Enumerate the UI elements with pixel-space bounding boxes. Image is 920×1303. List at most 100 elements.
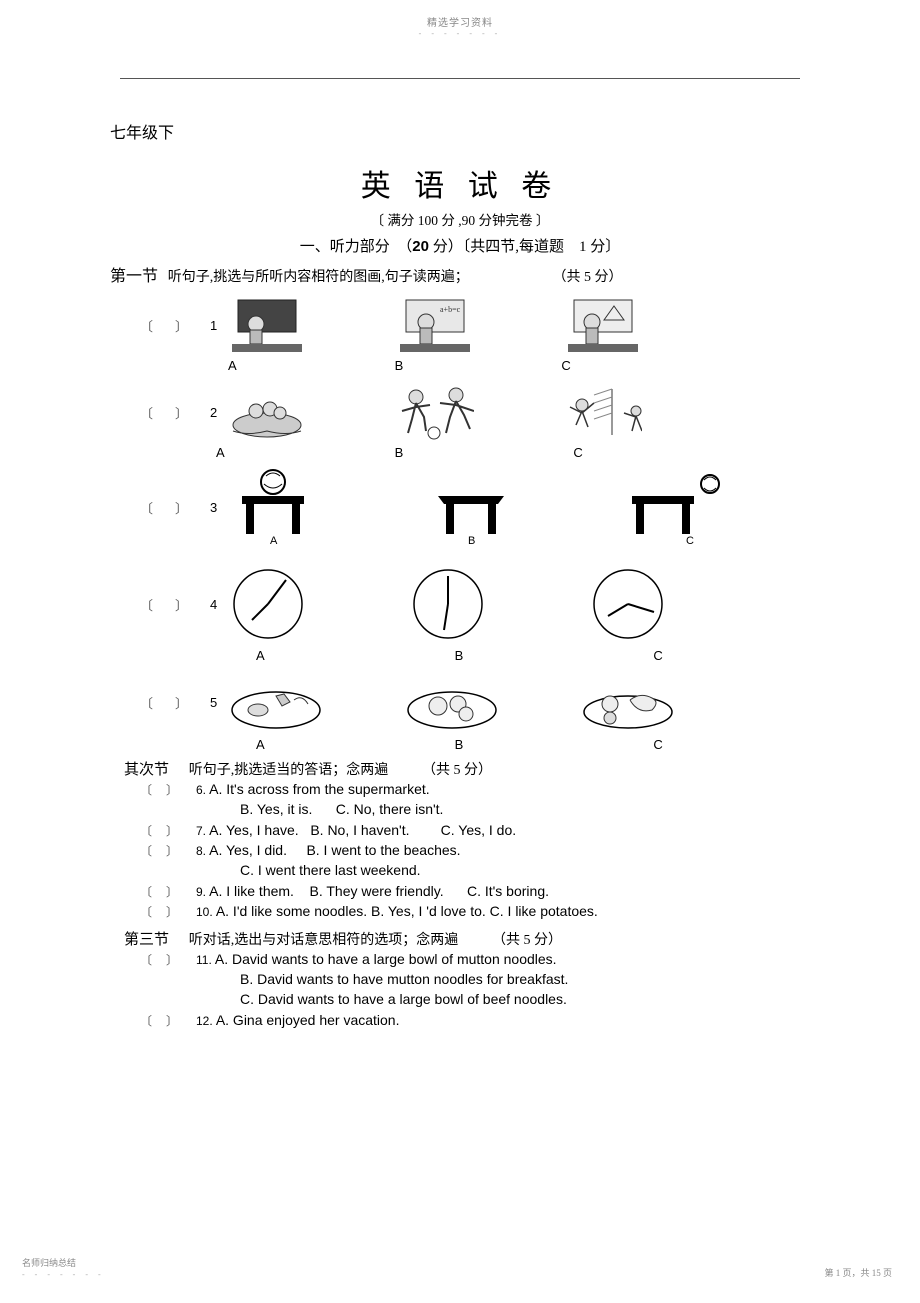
opt-label: A [228,358,237,373]
section3-points: （共 5 分） [492,933,562,948]
opt-label: B [455,737,464,752]
q-num: 12. [196,1014,213,1028]
opt-label: A [216,445,225,460]
bracket: 〔〕 [140,498,210,517]
opt-label: B [395,358,404,373]
main-title: 英 语 试 卷 [110,161,810,205]
teacher-icon [564,294,642,356]
pic-cell: A [228,468,318,546]
listening-header: 一、听力部分 （20 分）〔共四节,每道题 1 分〕 [110,235,810,256]
table-ball-icon: A [228,468,318,546]
q-number: 1 [210,318,228,333]
opt-a: A. I like them. [209,883,294,899]
teacher-icon: a+b=c [396,294,474,356]
listening-score: 20 [412,238,429,255]
opt-label: C [653,648,662,663]
pic-cell: C [624,468,724,546]
opt-label: C [573,445,582,460]
section2-label: 其次节 [124,762,169,778]
clock-icon [228,564,308,644]
opt-a: A. David wants to have a large bowl of m… [215,951,557,967]
q-num: 7. [196,824,206,838]
clock-icon [588,564,668,644]
picture-row-5: 〔〕 5 [140,671,810,733]
section1-desc: 听句子,挑选与所听内容相符的图画,句子读两遍； [168,270,469,285]
section2-header: 其次节 听句子,挑选适当的答语；念两遍 （共 5 分） [124,758,810,779]
opt-a: A. Gina enjoyed her vacation. [216,1012,400,1028]
clock-icon [408,564,488,644]
tennis-icon [564,381,642,443]
section1-points: （共 5 分） [553,270,623,285]
svg-text:B: B [468,535,475,546]
svg-text:A: A [270,535,278,546]
footer-right: 第 1 页，共 15 页 [824,1266,892,1279]
q-number: 3 [210,500,228,515]
section2-points: （共 5 分） [422,763,492,778]
labels-row: A B C [228,358,810,373]
grade-line: 七年级下 [110,119,810,143]
opt-b: B. David wants to have mutton noodles fo… [240,971,568,987]
food-plate-icon [404,674,500,730]
boat-icon [228,381,306,443]
q-number: 4 [210,597,228,612]
pic-cell [588,564,668,644]
section2-desc: 听句子,挑选适当的答语；念两遍 [189,763,389,778]
pic-cell [564,294,642,356]
section3-header: 第三节 听对话,选出与对话意思相符的选项；念两遍 （共 5 分） [124,928,810,949]
pic-cell [396,381,474,443]
opt-a: A. It's across from the supermarket. [209,781,430,797]
bracket: 〔〕 [140,316,210,335]
q6: 〔 〕6. A. It's across from the supermarke… [140,779,810,820]
q-num: 11. [196,953,212,967]
header-dots: - - - - - - - [0,29,920,38]
q10: 〔 〕10. A. I'd like some noodles. B. Yes,… [140,901,810,921]
q-num: 9. [196,885,206,899]
opt-b: B. They were friendly. [310,883,444,899]
top-rule [120,78,800,79]
q-num: 8. [196,844,206,858]
q11: 〔 〕11. A. David wants to have a large bo… [140,949,810,1010]
bracket: 〔〕 [140,403,210,422]
picture-row-1: 〔〕 1 [140,294,810,356]
section1-header: 第一节 听句子,挑选与所听内容相符的图画,句子读两遍； （共 5 分） [110,262,810,286]
pic-cell [408,564,488,644]
pic-cell: B [426,468,516,546]
section1-label: 第一节 [110,268,158,285]
teacher-icon [228,294,306,356]
labels-row: A B C [216,445,810,460]
pic-cell [228,381,306,443]
bracket: 〔〕 [140,595,210,614]
subtitle: 〔 满分 100 分 ,90 分钟完卷 〕 [110,209,810,229]
food-plate-icon [228,674,324,730]
opt-b: B. I went to the beaches. [306,842,460,858]
soccer-icon [396,381,474,443]
pic-cell [580,671,676,733]
q9: 〔 〕9. A. I like them. B. They were frien… [140,881,810,901]
pic-cell [228,294,306,356]
pic-cell [228,671,324,733]
q8: 〔 〕8. A. Yes, I did. B. I went to the be… [140,840,810,881]
listening-prefix: 一、听力部分 （ [300,239,413,255]
q-number: 2 [210,405,228,420]
opt-c: C. I went there last weekend. [240,862,421,878]
opt-c: C. David wants to have a large bowl of b… [240,991,567,1007]
opt-c: C. I like potatoes. [490,903,598,919]
pic-cell: a+b=c [396,294,474,356]
opt-label: B [455,648,464,663]
opt-c: C. Yes, I do. [441,822,517,838]
q-num: 6. [196,783,206,797]
opt-label: A [256,648,265,663]
picture-row-4: 〔〕 4 [140,564,810,644]
bracket: 〔〕 [140,693,210,712]
opt-b: B. No, I haven't. [310,822,409,838]
food-plate-icon [580,674,676,730]
table-icon: B [426,468,516,546]
opt-a: A. Yes, I have. [209,822,299,838]
labels-row: A B C [256,648,810,663]
table-ball-side-icon: C [624,468,724,546]
pic-cell [564,381,642,443]
opt-label: C [653,737,662,752]
pic-cell [404,671,500,733]
q7: 〔 〕7. A. Yes, I have. B. No, I haven't. … [140,820,810,840]
svg-text:C: C [686,535,694,546]
